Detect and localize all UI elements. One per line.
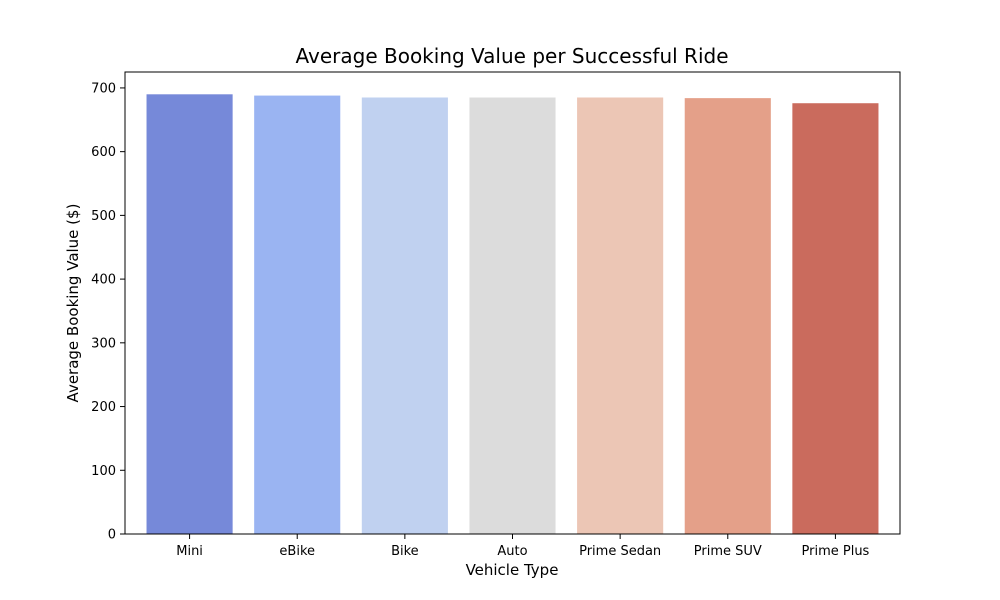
bar-prime-suv bbox=[684, 98, 771, 535]
x-tick-label: Prime Sedan bbox=[579, 544, 661, 559]
y-tick-label: 0 bbox=[108, 528, 116, 543]
y-tick-label: 700 bbox=[91, 81, 116, 96]
y-axis-label: Average Booking Value ($) bbox=[64, 204, 82, 403]
bar-prime-plus bbox=[792, 103, 879, 535]
x-tick-label: Prime SUV bbox=[694, 544, 762, 559]
bar-bike bbox=[361, 97, 448, 534]
x-tick-label: eBike bbox=[279, 544, 315, 559]
y-tick-label: 600 bbox=[91, 145, 116, 160]
y-tick-label: 500 bbox=[91, 209, 116, 224]
y-tick-label: 100 bbox=[91, 464, 116, 479]
y-tick-label: 300 bbox=[91, 336, 116, 351]
bars-group bbox=[146, 94, 879, 535]
x-tick-label: Prime Plus bbox=[802, 544, 870, 559]
y-axis-ticks: 0 100 200 300 400 500 600 700 bbox=[91, 81, 125, 543]
x-axis-ticks: Mini eBike Bike Auto Prime Sedan Prime SUV Pri… bbox=[176, 534, 870, 559]
bar-prime-sedan bbox=[577, 97, 664, 534]
y-tick-label: 400 bbox=[91, 273, 116, 288]
y-tick-label: 200 bbox=[91, 400, 116, 415]
x-axis-label: Vehicle Type bbox=[466, 561, 559, 579]
plot-frame bbox=[124, 71, 901, 535]
x-tick-label: Auto bbox=[497, 544, 527, 559]
bar-mini bbox=[146, 94, 233, 534]
chart-title: Average Booking Value per Successful Rid… bbox=[296, 44, 729, 68]
bar-ebike bbox=[254, 95, 341, 534]
x-tick-label: Mini bbox=[176, 544, 203, 559]
x-tick-label: Bike bbox=[391, 544, 419, 559]
bar-auto bbox=[469, 97, 556, 534]
